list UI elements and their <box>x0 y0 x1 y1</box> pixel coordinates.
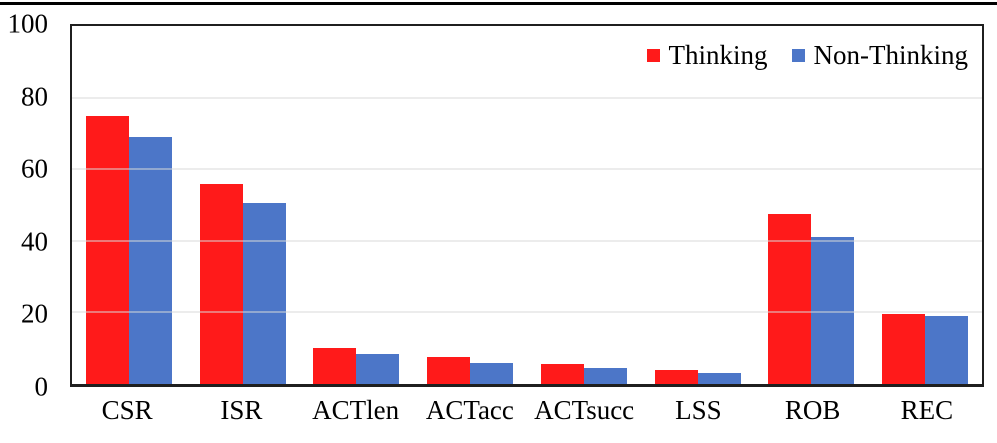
bar-non-thinking-rec <box>925 315 969 384</box>
x-category-label-csr: CSR <box>101 395 153 425</box>
y-tick-label: 40 <box>21 226 48 257</box>
bar-groups <box>72 26 982 384</box>
thinking-swatch-icon <box>646 49 660 62</box>
x-category-label-rob: ROB <box>784 395 841 425</box>
bar-group-actlen <box>300 26 414 384</box>
legend-label-non-thinking: Non-Thinking <box>813 40 969 70</box>
x-axis: CSR ISR ACTlen ACTacc ACTsucc LSS ROB REC <box>70 394 984 426</box>
bar-non-thinking-csr <box>128 136 172 384</box>
bar-non-thinking-actlen <box>356 353 400 384</box>
bar-thinking-actsucc <box>540 364 584 384</box>
bar-thinking-rob <box>768 213 812 384</box>
bar-group-csr <box>72 26 186 384</box>
x-category-label-lss: LSS <box>675 395 722 425</box>
y-tick-label: 100 <box>7 8 49 39</box>
bar-thinking-rec <box>882 314 926 384</box>
legend-label-thinking: Thinking <box>668 40 768 70</box>
bar-group-lss <box>641 26 755 384</box>
y-tick-label: 0 <box>34 371 49 402</box>
gridline-40 <box>72 240 982 242</box>
x-category-label-actacc: ACTacc <box>425 395 514 425</box>
bar-non-thinking-lss <box>697 373 741 384</box>
bar-non-thinking-actsucc <box>583 367 627 384</box>
y-axis: 0 20 40 60 80 100 <box>0 10 49 400</box>
y-tick-label: 20 <box>21 298 48 329</box>
bar-non-thinking-actacc <box>470 362 514 384</box>
bar-group-rob <box>755 26 869 384</box>
figure-top-rule <box>0 2 997 5</box>
y-tick-label: 60 <box>21 153 48 184</box>
bar-group-isr <box>186 26 300 384</box>
plot-area: Thinking Non-Thinking <box>70 24 984 387</box>
bar-thinking-actlen <box>313 348 357 384</box>
x-category-label-actlen: ACTlen <box>312 395 400 425</box>
bar-non-thinking-rob <box>811 237 855 384</box>
legend-item-non-thinking: Non-Thinking <box>791 40 969 70</box>
gridline-60 <box>72 168 982 170</box>
legend: Thinking Non-Thinking <box>646 40 969 70</box>
x-category-label-actsucc: ACTsucc <box>534 395 635 425</box>
bar-thinking-csr <box>85 115 129 384</box>
bar-group-actacc <box>413 26 527 384</box>
bar-thinking-lss <box>654 369 698 384</box>
bar-group-actsucc <box>527 26 641 384</box>
x-category-label-isr: ISR <box>220 395 263 425</box>
bar-non-thinking-isr <box>242 203 286 384</box>
non-thinking-swatch-icon <box>791 49 805 62</box>
y-tick-label: 80 <box>21 81 48 112</box>
bar-thinking-isr <box>199 183 243 384</box>
bar-group-rec <box>868 26 982 384</box>
x-category-label-rec: REC <box>900 395 954 425</box>
gridline-20 <box>72 311 982 313</box>
legend-item-thinking: Thinking <box>646 40 768 70</box>
gridline-80 <box>72 97 982 99</box>
bar-thinking-actacc <box>427 357 471 384</box>
